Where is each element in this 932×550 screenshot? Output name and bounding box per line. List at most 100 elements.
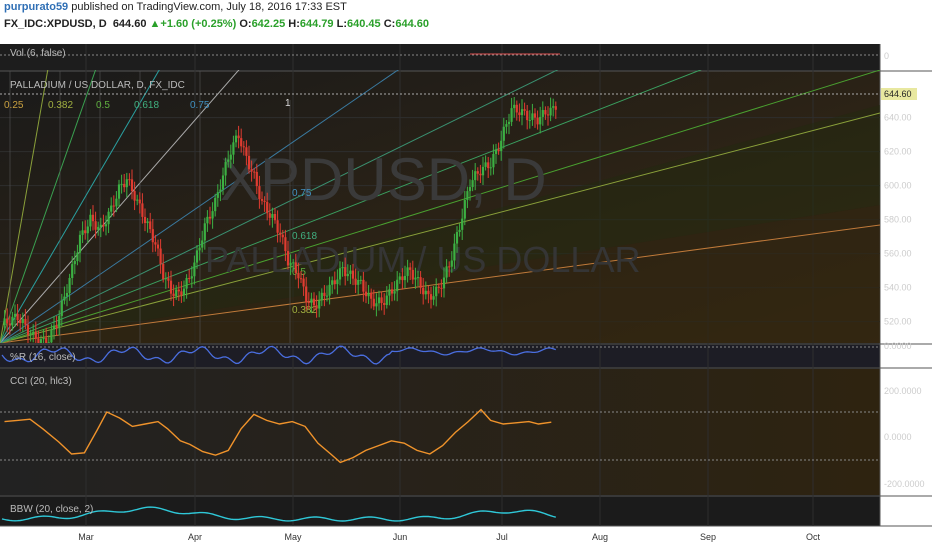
fib-top-label: 0.618 [134, 100, 159, 111]
candle-body [52, 325, 56, 330]
candle-body [16, 313, 19, 321]
author-link[interactable]: purpurato59 [4, 1, 69, 13]
candle-body [520, 109, 524, 116]
candle-body [58, 315, 61, 328]
candle-body [255, 172, 258, 187]
candle-body [26, 324, 30, 336]
candle-body [21, 318, 24, 324]
candle-body [494, 149, 498, 154]
candle-body [497, 149, 500, 152]
candle-body [156, 244, 160, 249]
candle-body [536, 117, 539, 125]
fib-mid-label: 0.618 [292, 231, 317, 242]
candle-body [354, 278, 357, 285]
candle-body [398, 276, 401, 280]
candle-body [315, 305, 318, 309]
candle-body [481, 166, 485, 176]
candle-body [294, 262, 297, 273]
candle-body [268, 213, 271, 218]
month-label: Aug [592, 532, 608, 542]
cci-tick-label: 200.0000 [884, 386, 922, 396]
month-label: Jun [393, 532, 408, 542]
candle-body [367, 292, 370, 297]
candle-body [539, 116, 542, 125]
candle-body [507, 121, 511, 125]
candle-body [471, 180, 474, 188]
candle-body [458, 229, 461, 233]
candle-body [401, 276, 404, 281]
candle-body [149, 221, 152, 230]
current-price-label: 644.60 [884, 89, 912, 99]
candle-body [370, 292, 373, 299]
candle-body [323, 292, 326, 296]
fib-top-label: 1 [285, 98, 291, 109]
candle-body [455, 232, 459, 244]
williams-r-line [1, 345, 557, 365]
candle-body [518, 112, 521, 116]
candle-body [279, 232, 282, 235]
candle-body [253, 171, 256, 173]
candle-body [123, 183, 126, 188]
candle-body [60, 300, 63, 316]
month-labels: Mar Apr May Jun Jul Aug Sep Oct [78, 532, 820, 542]
candle-body [234, 135, 238, 143]
candle-body [250, 169, 253, 172]
candle-body [419, 277, 422, 288]
candle-body [440, 287, 443, 289]
candle-body [117, 184, 121, 199]
candle-body [453, 243, 456, 261]
candle-body [403, 275, 407, 281]
low-label: L: [336, 18, 347, 30]
publish-line: purpurato59 published on TradingView.com… [4, 1, 347, 13]
candle-body [346, 273, 349, 277]
candle-body [528, 119, 531, 121]
candle-body [554, 106, 557, 110]
candle-body [104, 224, 108, 227]
month-label: Sep [700, 532, 716, 542]
candle-body [351, 270, 355, 279]
candle-body [115, 198, 118, 207]
candle-body [86, 226, 89, 234]
candle-body [320, 292, 323, 301]
candle-body [169, 280, 173, 294]
candle-body [435, 286, 438, 297]
candle-body [380, 297, 383, 303]
candle-body [289, 262, 292, 266]
candle-body [195, 250, 199, 263]
candle-body [143, 216, 147, 224]
candle-body [34, 331, 37, 339]
time-axis [0, 527, 932, 550]
candle-body [328, 284, 331, 296]
volume-label: Vol (6, false) [10, 48, 66, 59]
cci-tick-label: -200.0000 [884, 479, 925, 489]
candle-body [292, 262, 295, 264]
candle-body [68, 277, 71, 294]
candle-body [8, 323, 11, 326]
candle-body [78, 234, 82, 253]
candle-body [377, 297, 381, 304]
candle-body [224, 161, 227, 176]
candle-body [357, 279, 360, 285]
candle-body [125, 179, 128, 188]
cci-axis-ticks: 200.0000 0.0000 -200.0000 [884, 386, 925, 489]
candle-body [65, 293, 69, 297]
candle-body [318, 300, 321, 309]
published-text: published on TradingView.com, July 18, 2… [71, 1, 347, 13]
candle-body [427, 290, 430, 295]
candle-body [216, 192, 219, 198]
candle-body [201, 240, 204, 248]
candle-body [336, 279, 339, 285]
williams-r-label: %R (16, close) [10, 352, 76, 363]
candle-body [198, 247, 201, 251]
bbw-pane [0, 497, 880, 526]
candle-body [305, 286, 308, 303]
candle-body [479, 173, 482, 176]
price-tick-label: 600.00 [884, 181, 912, 191]
price-tick-label: 640.00 [884, 113, 912, 123]
month-label: Apr [188, 532, 202, 542]
cci-label: CCI (20, hlc3) [10, 376, 72, 387]
candle-body [422, 287, 425, 295]
price-tick-label: 540.00 [884, 283, 912, 293]
